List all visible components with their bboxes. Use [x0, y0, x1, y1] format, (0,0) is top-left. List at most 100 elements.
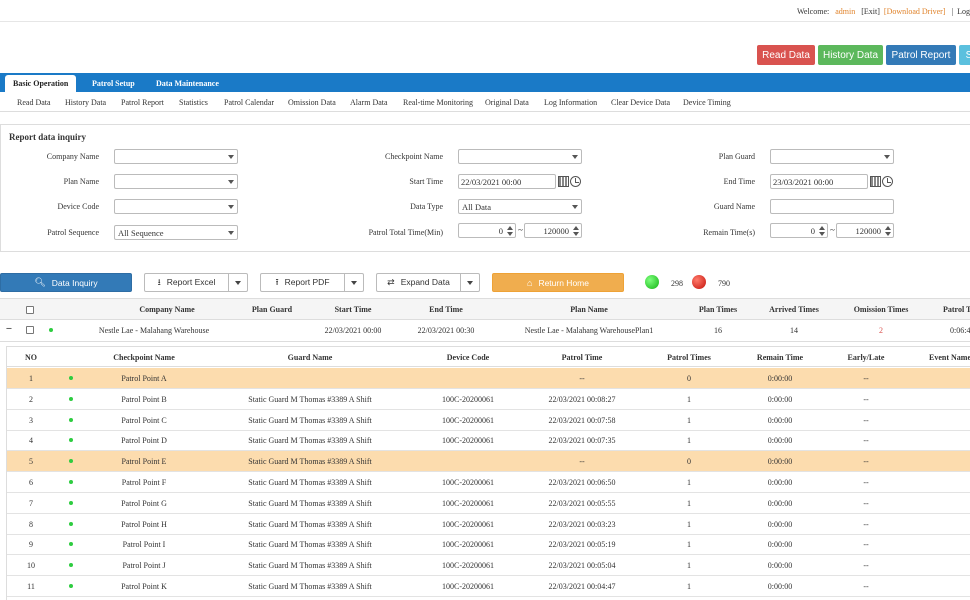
cell-early-late: --: [863, 394, 869, 404]
cell-patrol-times: 1: [687, 498, 691, 508]
submenu-patrol-report[interactable]: Patrol Report: [121, 98, 164, 107]
submenu-original-data[interactable]: Original Data: [485, 98, 529, 107]
expand-data-dropdown[interactable]: [460, 274, 479, 291]
col-end-time[interactable]: End Time: [429, 305, 463, 314]
submenu-statistics[interactable]: Statistics: [179, 98, 208, 107]
total-time-label: Patrol Total Time(Min): [368, 228, 443, 237]
end-clock-icon[interactable]: [882, 176, 893, 187]
cell-patrol-time: --: [579, 374, 585, 383]
table-row[interactable]: 5 Patrol Point E Static Guard M Thomas #33…: [7, 451, 970, 473]
report-excel-dropdown[interactable]: [228, 274, 247, 291]
download-driver-link[interactable]: [Download Driver]: [883, 7, 946, 16]
col-checkpoint-name[interactable]: Checkpoint Name: [113, 353, 175, 362]
total-time-max-input[interactable]: 120000: [524, 223, 582, 238]
username-link[interactable]: admin: [835, 7, 856, 16]
table-row[interactable]: 4 Patrol Point D Static Guard M Thomas #33…: [7, 430, 970, 452]
return-home-button[interactable]: ⌂ Return Home: [492, 273, 624, 292]
guard-name-input[interactable]: [770, 199, 894, 214]
col-no[interactable]: NO: [25, 353, 37, 362]
submenu-device-timing[interactable]: Device Timing: [683, 98, 731, 107]
submenu-clear-device-data[interactable]: Clear Device Data: [611, 98, 671, 107]
report-pdf-dropdown[interactable]: [344, 274, 363, 291]
col-event-name[interactable]: Event Name: [929, 353, 970, 362]
col-arrived-times[interactable]: Arrived Times: [769, 305, 819, 314]
start-time-input[interactable]: 22/03/2021 00:00: [458, 174, 556, 189]
select-all-checkbox[interactable]: [26, 306, 34, 314]
table-row[interactable]: 7 Patrol Point G Static Guard M Thomas #33…: [7, 493, 970, 514]
submenu-realtime-monitoring[interactable]: Real-time Monitoring: [403, 98, 473, 107]
extra-button[interactable]: S: [959, 45, 970, 65]
plan-guard-select[interactable]: [770, 149, 894, 164]
start-calendar-icon[interactable]: [558, 176, 569, 187]
start-clock-icon[interactable]: [570, 176, 581, 187]
submenu-alarm-data[interactable]: Alarm Data: [350, 98, 388, 107]
end-time-input[interactable]: 23/03/2021 00:00: [770, 174, 868, 189]
col-start-time[interactable]: Start Time: [334, 305, 372, 314]
col-plan-times[interactable]: Plan Times: [698, 305, 738, 314]
cell-remain: 0:00:00: [767, 478, 793, 487]
col-patrol-time-detail[interactable]: Patrol Time: [561, 353, 603, 362]
submenu-history-data[interactable]: History Data: [65, 98, 107, 107]
col-early-late[interactable]: Early/Late: [847, 353, 885, 362]
company-select[interactable]: [114, 149, 238, 164]
col-guard-name[interactable]: Guard Name: [287, 353, 333, 362]
data-type-select[interactable]: All Data: [458, 199, 582, 214]
table-row[interactable]: 8 Patrol Point H Static Guard M Thomas #33…: [7, 514, 970, 535]
row-checkbox[interactable]: [26, 326, 34, 334]
submenu-log-information[interactable]: Log Information: [544, 98, 598, 107]
report-pdf-button[interactable]: ⭱ Report PDF: [260, 273, 364, 292]
cell-no: 1: [29, 374, 33, 383]
download-icon: ⭳: [157, 276, 161, 287]
table-row[interactable]: 1 Patrol Point A -- 0 0:00:00 --: [7, 368, 970, 389]
status-dot-icon: [69, 500, 73, 505]
status-dot-icon: [69, 417, 73, 422]
status-dot-icon: [49, 328, 53, 332]
submenu-omission-data[interactable]: Omission Data: [288, 98, 336, 107]
report-excel-button[interactable]: ⭳ Report Excel: [144, 273, 248, 292]
col-patrol-times[interactable]: Patrol Times: [667, 353, 711, 362]
read-data-button[interactable]: Read Data: [757, 45, 815, 65]
table-row[interactable]: 6 Patrol Point F Static Guard M Thomas #33…: [7, 472, 970, 493]
device-code-select[interactable]: [114, 199, 238, 214]
col-omission-times[interactable]: Omission Times: [853, 305, 909, 314]
plan-name-select[interactable]: [114, 174, 238, 189]
submenu-read-data[interactable]: Read Data: [17, 98, 51, 107]
cell-patrol-time: 22/03/2021 00:08:27: [548, 394, 616, 404]
end-calendar-icon[interactable]: [870, 176, 881, 187]
table-row[interactable]: 2 Patrol Point B Static Guard M Thomas #33…: [7, 389, 970, 410]
col-patrol-time[interactable]: Patrol Ti: [943, 305, 970, 314]
status-dot-icon: [69, 396, 73, 401]
exit-link[interactable]: [Exit]: [861, 7, 880, 16]
patrol-sequence-select[interactable]: All Sequence: [114, 225, 238, 240]
table-row[interactable]: 3 Patrol Point C Static Guard M Thomas #33…: [7, 410, 970, 431]
checkpoint-select[interactable]: [458, 149, 582, 164]
tab-basic-operation[interactable]: Basic Operation: [5, 75, 77, 92]
table-row[interactable]: 11 Patrol Point K Static Guard M Thomas #3…: [7, 576, 970, 597]
table-row[interactable]: − Nestle Lae - Malahang Warehouse 22/03/…: [0, 320, 970, 342]
collapse-toggle[interactable]: −: [5, 323, 13, 335]
patrol-report-button[interactable]: Patrol Report: [886, 45, 956, 65]
login-link[interactable]: Login V: [957, 7, 970, 16]
history-data-button[interactable]: History Data: [818, 45, 883, 65]
col-remain-time[interactable]: Remain Time: [756, 353, 804, 362]
tab-patrol-setup[interactable]: Patrol Setup: [92, 79, 135, 88]
cell-checkpoint: Patrol Point H: [121, 519, 167, 529]
table-row[interactable]: 9 Patrol Point I Static Guard M Thomas #33…: [7, 534, 970, 556]
tab-data-maintenance[interactable]: Data Maintenance: [156, 79, 219, 88]
table-row[interactable]: 10 Patrol Point J Static Guard M Thomas #3…: [7, 555, 970, 577]
total-time-min-input[interactable]: 0: [458, 223, 516, 238]
cell-remain: 0:00:00: [767, 415, 793, 425]
col-device-code[interactable]: Device Code: [446, 353, 490, 362]
cell-guard: Static Guard M Thomas #3389 A Shift: [248, 561, 372, 571]
device-code-label: Device Code: [57, 202, 99, 211]
col-plan-guard[interactable]: Plan Guard: [251, 305, 293, 314]
row-omission: 2: [879, 326, 883, 335]
remain-time-min-input[interactable]: 0: [770, 223, 828, 238]
submenu-patrol-calendar[interactable]: Patrol Calendar: [224, 98, 274, 107]
data-inquiry-button[interactable]: 🔍︎ Data Inquiry: [0, 273, 132, 292]
col-company-name[interactable]: Company Name: [139, 305, 195, 314]
remain-time-max-input[interactable]: 120000: [836, 223, 894, 238]
expand-data-button[interactable]: ⇄ Expand Data: [376, 273, 480, 292]
cell-early-late: --: [863, 519, 869, 529]
col-plan-name[interactable]: Plan Name: [570, 305, 608, 314]
